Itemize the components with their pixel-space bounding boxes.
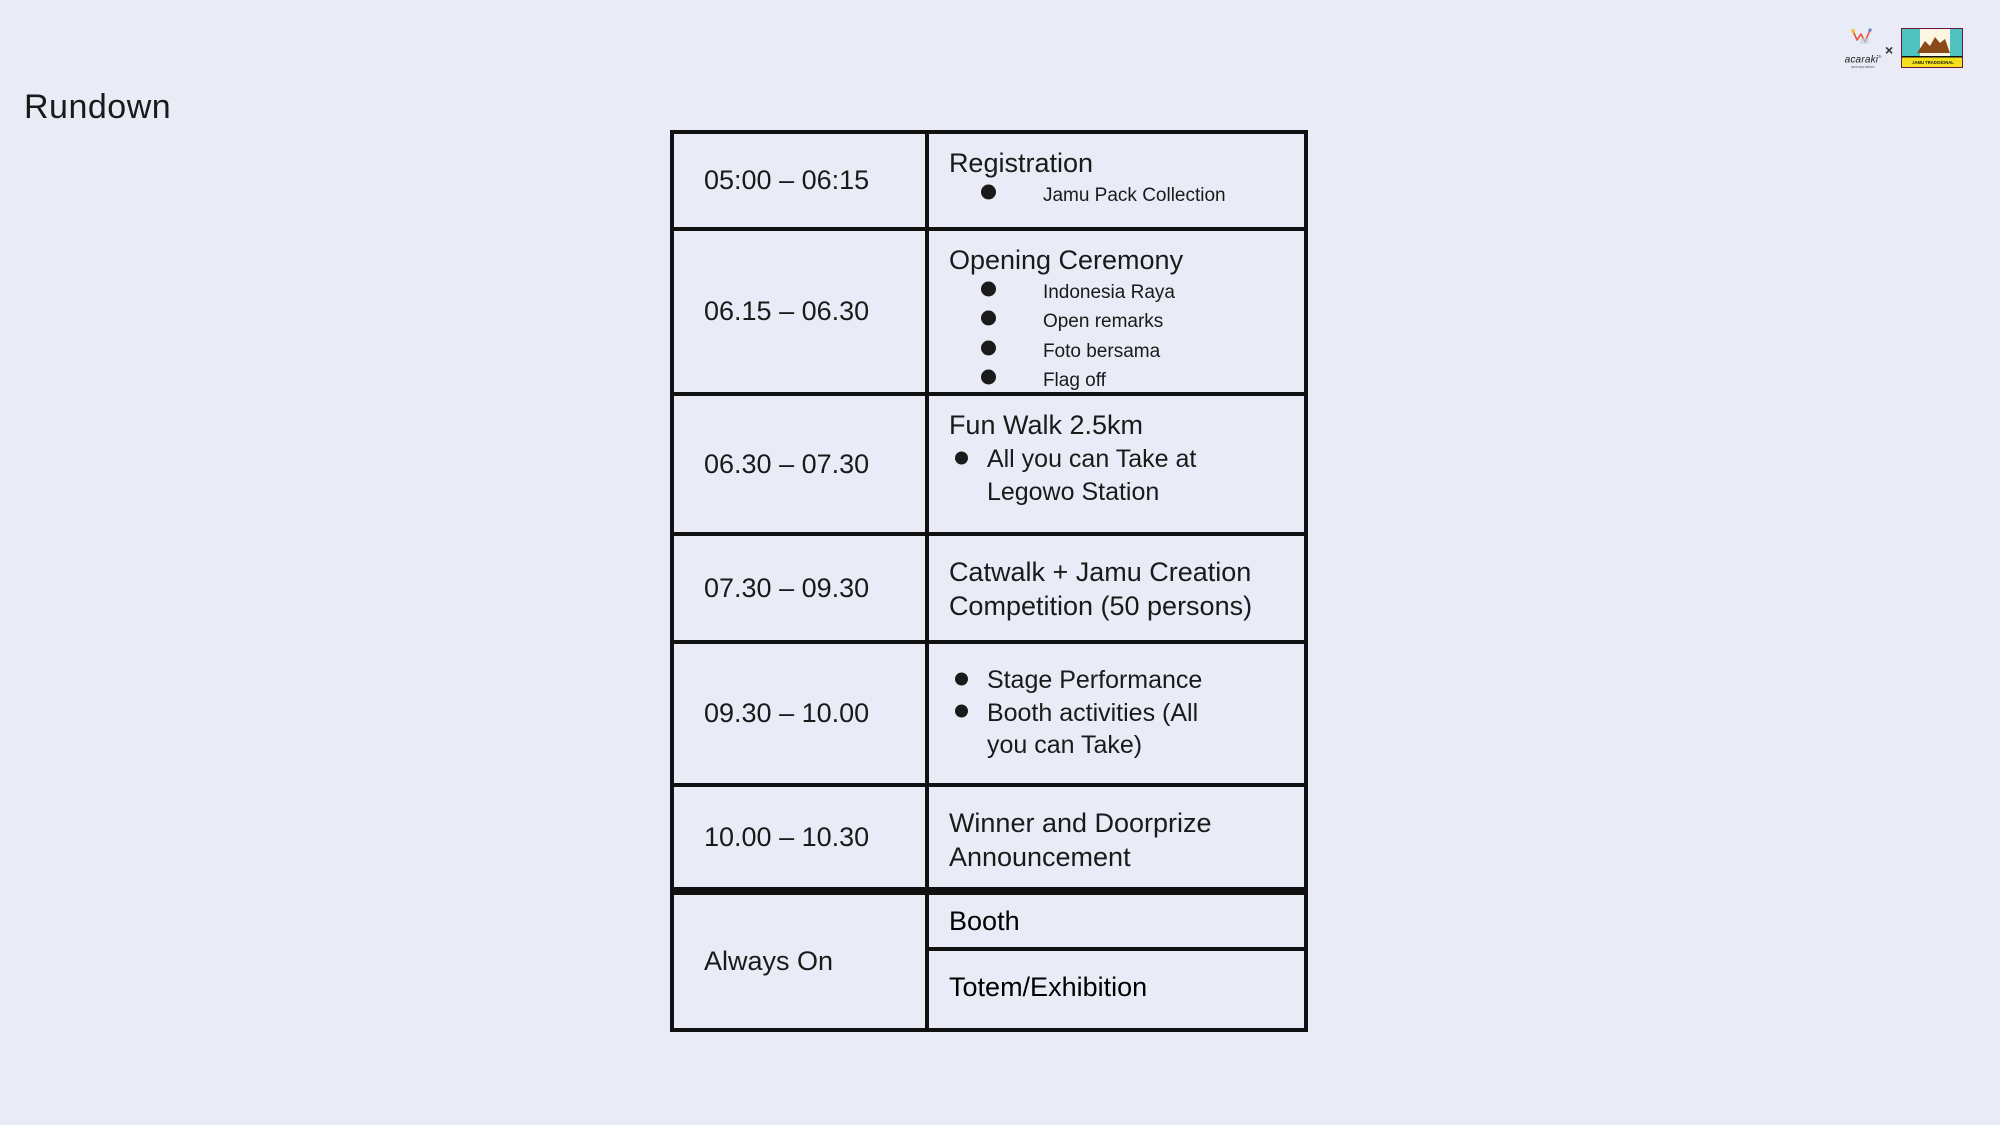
svg-text:JAMU TRADISIONAL: JAMU TRADISIONAL — [1912, 60, 1954, 65]
